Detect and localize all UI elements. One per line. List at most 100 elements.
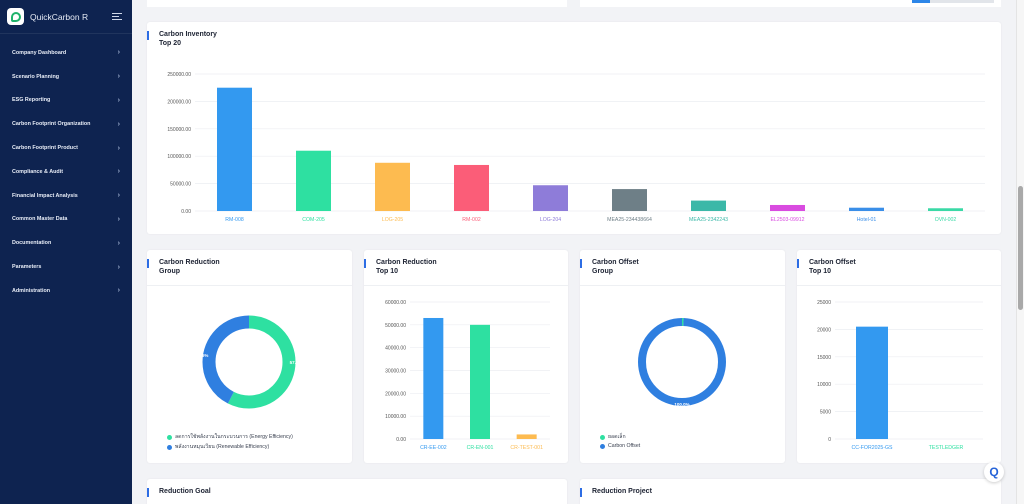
bar-RM-008	[217, 87, 252, 211]
x-tick-label: MEA25-2342243	[689, 217, 728, 223]
bar-MEA25-2342243	[691, 200, 726, 211]
card-header: Carbon Reduction Group	[147, 250, 352, 286]
x-tick-label: EL2503-09912	[770, 217, 804, 223]
carbon-inventory-card: Carbon Inventory Top 20 250000.00 200000.…	[147, 22, 1001, 234]
carbon-offset-group-card: Carbon Offset Group 100.0% ยอดเล็ก Carbo…	[580, 250, 785, 463]
sidebar-item-common-master-data[interactable]: Common Master Data ›	[0, 208, 132, 232]
sidebar-item-documentation[interactable]: Documentation ›	[0, 231, 132, 255]
progress-fill	[912, 0, 930, 3]
card-title: Carbon Reduction Group	[159, 259, 220, 275]
bar-CR-TEST-001	[516, 434, 537, 439]
y-tick-label: 10000.00	[385, 414, 406, 420]
scrollbar-thumb[interactable]	[1018, 186, 1023, 310]
legend-dot-icon	[600, 443, 605, 449]
card-header: Reduction Goal	[147, 479, 567, 504]
legend-dot-icon	[167, 444, 172, 450]
menu-toggle-icon[interactable]	[112, 13, 122, 20]
chevron-right-icon: ›	[117, 73, 120, 81]
chevron-right-icon: ›	[117, 96, 120, 104]
donut-data-label: 42.6%	[196, 353, 209, 358]
donut-slice	[202, 315, 296, 409]
x-tick-label: RM-002	[462, 217, 481, 223]
carbon-reduction-top10-chart: 60000.00 50000.00 40000.00 30000.00 20000.00…	[385, 300, 550, 451]
reduction-project-card: Reduction Project	[580, 479, 1001, 504]
y-tick-label: 100000.00	[167, 154, 191, 160]
sidebar-item-label: Carbon Footprint Organization	[12, 121, 91, 128]
x-tick-label: RM-008	[225, 217, 244, 223]
x-tick-label: CR-TEST-001	[510, 445, 543, 451]
chevron-right-icon: ›	[117, 263, 120, 271]
sidebar-item-financial-impact-analysis[interactable]: Financial Impact Analysis ›	[0, 184, 132, 208]
carbon-inventory-chart: 250000.00 200000.00 150000.00 100000.00 5000…	[167, 72, 985, 223]
legend: ลดการใช้พลังงานในกระบวนการ (Energy Effic…	[167, 433, 293, 453]
card-title: Carbon Inventory Top 20	[159, 31, 217, 47]
sidebar-item-label: Company Dashboard	[12, 49, 67, 56]
sidebar-item-label: Compliance & Audit	[12, 168, 64, 175]
carbon-reduction-group-donut: 57.4% 42.6%	[196, 315, 303, 409]
sidebar-item-esg-reporting[interactable]: ESG Reporting ›	[0, 89, 132, 113]
brand-header: QuickCarbon R	[0, 0, 132, 34]
chevron-right-icon: ›	[117, 287, 120, 295]
sidebar-item-administration[interactable]: Administration ›	[0, 279, 132, 303]
sidebar-item-label: Parameters	[12, 264, 42, 271]
y-tick-label: 15000	[817, 355, 831, 361]
carbon-reduction-group-card: Carbon Reduction Group 57.4% 42.6% ลดการใ…	[147, 250, 352, 463]
carbon-reduction-top10-card: Carbon Reduction Top 10 60000.00 50000.00…	[364, 250, 568, 463]
sidebar-item-company-dashboard[interactable]: Company Dashboard ›	[0, 41, 132, 65]
sidebar-item-compliance-audit[interactable]: Compliance & Audit ›	[0, 160, 132, 184]
sidebar-item-label: Common Master Data	[12, 216, 68, 223]
card-title: Reduction Goal	[159, 488, 211, 495]
card-header: Carbon Offset Group	[580, 250, 785, 286]
carbon-offset-group-donut: 100.0%	[638, 318, 726, 407]
card-title: Carbon Offset Group	[592, 259, 639, 275]
sidebar-item-label: Documentation	[12, 240, 52, 247]
page-scrollbar[interactable]	[1016, 0, 1024, 504]
legend-item[interactable]: Carbon Offset	[600, 443, 640, 449]
sidebar-item-label: Scenario Planning	[12, 73, 60, 80]
bar-RM-002	[454, 164, 489, 211]
assistant-button[interactable]: Q	[984, 462, 1004, 482]
card-header: Carbon Reduction Top 10	[364, 250, 568, 286]
legend-item[interactable]: พลังงานหมุนเวียน (Renewable Efficiency)	[167, 443, 293, 451]
sidebar-item-label: Carbon Footprint Product	[12, 145, 78, 152]
y-tick-label: 0.00	[181, 209, 191, 215]
sidebar-item-scenario-planning[interactable]: Scenario Planning ›	[0, 65, 132, 89]
sidebar-item-label: Administration	[12, 287, 51, 294]
y-tick-label: 40000.00	[385, 346, 406, 352]
y-tick-label: 30000.00	[385, 369, 406, 375]
x-tick-label: OVN-002	[935, 217, 957, 223]
legend-item[interactable]: ลดการใช้พลังงานในกระบวนการ (Energy Effic…	[167, 433, 293, 441]
legend-dot-icon	[600, 434, 605, 440]
bar-Hotel-01	[849, 207, 884, 211]
y-tick-label: 5000	[820, 410, 831, 416]
y-tick-label: 0	[828, 437, 831, 443]
sidebar-nav: Company Dashboard › Scenario Planning › ES…	[0, 34, 132, 303]
sidebar-item-carbon-footprint-organization[interactable]: Carbon Footprint Organization ›	[0, 112, 132, 136]
x-tick-label: CR-EE-002	[420, 445, 447, 451]
legend: ยอดเล็ก Carbon Offset	[600, 433, 640, 451]
sidebar-item-carbon-footprint-product[interactable]: Carbon Footprint Product ›	[0, 136, 132, 160]
sidebar-item-parameters[interactable]: Parameters ›	[0, 255, 132, 279]
y-tick-label: 10000	[817, 382, 831, 388]
y-tick-label: 60000.00	[385, 300, 406, 306]
card-header: Carbon Offset Top 10	[797, 250, 1001, 286]
bar-CC-FOR2025-GS	[856, 326, 888, 439]
app-logo-icon	[7, 8, 24, 25]
previous-card-bottom	[580, 0, 1001, 7]
x-tick-label: CR-EN-001	[467, 445, 494, 451]
chevron-right-icon: ›	[117, 144, 120, 152]
chevron-right-icon: ›	[117, 120, 120, 128]
card-header: Reduction Project	[580, 479, 1001, 504]
legend-item[interactable]: ยอดเล็ก	[600, 433, 640, 441]
bar-MEA25-234438664	[612, 189, 647, 211]
x-tick-label: MEA25-234438664	[607, 217, 652, 223]
y-tick-label: 250000.00	[167, 72, 191, 78]
reduction-goal-card: Reduction Goal	[147, 479, 567, 504]
y-tick-label: 25000	[817, 300, 831, 306]
y-tick-label: 200000.00	[167, 99, 191, 105]
assistant-logo-icon: Q	[989, 465, 999, 479]
legend-label: ลดการใช้พลังงานในกระบวนการ (Energy Effic…	[175, 434, 293, 440]
donut-data-label: 57.4%	[290, 360, 303, 365]
y-tick-label: 20000	[817, 327, 831, 333]
x-tick-label: TESTLEDGER	[929, 445, 964, 451]
